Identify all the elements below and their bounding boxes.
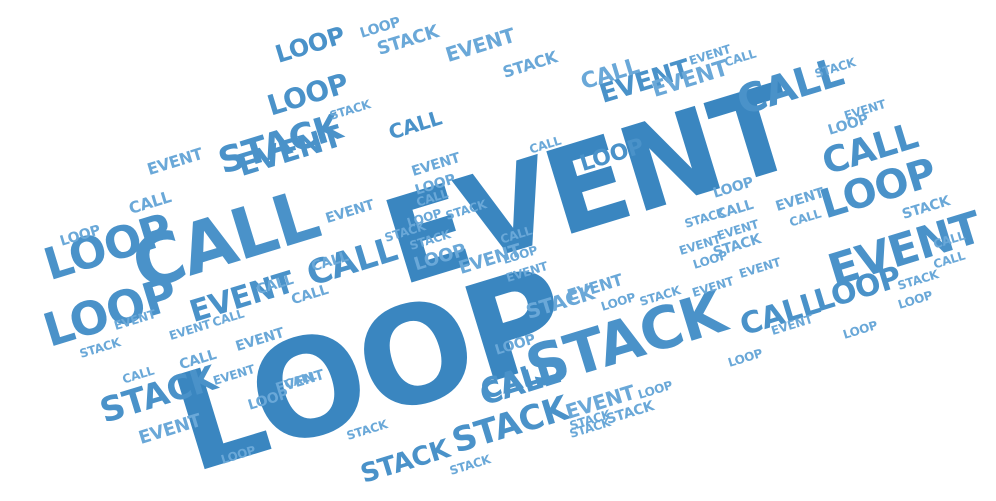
word-call: CALL: [385, 105, 445, 145]
word-event: EVENT: [323, 197, 377, 227]
word-loop: LOOP: [841, 318, 880, 342]
word-stack: STACK: [500, 47, 560, 82]
word-loop: LOOP: [726, 346, 765, 370]
word-event: EVENT: [737, 255, 783, 281]
word-loop: LOOP: [271, 21, 348, 69]
word-event: EVENT: [144, 144, 205, 179]
word-call: CALL: [787, 206, 823, 230]
word-loop: LOOP: [810, 259, 906, 320]
word-loop: LOOP: [636, 378, 675, 402]
word-stack: STACK: [447, 452, 493, 478]
word-event: EVENT: [442, 23, 518, 67]
